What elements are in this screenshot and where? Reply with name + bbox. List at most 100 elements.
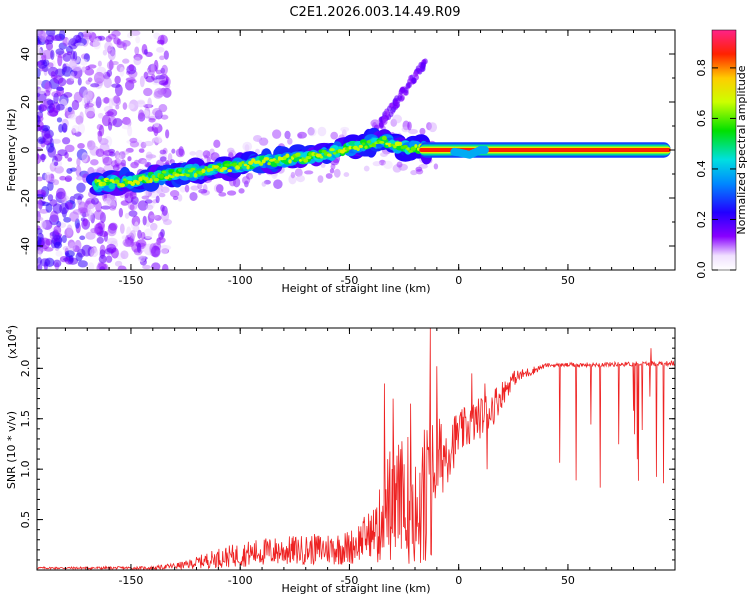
spectrogram-ridge-blob — [169, 175, 175, 179]
spectrogram-noise-blob — [68, 38, 79, 50]
spectrogram-noise-blob — [40, 153, 46, 163]
spectrogram-haze-blob — [330, 131, 339, 140]
spectrogram-haze-blob — [215, 184, 224, 194]
snr-x-tick-label: -150 — [118, 574, 143, 587]
snr-ticks: -150 -100 -50 0 50 0.5 1.0 1.5 2.0 — [19, 328, 675, 587]
spectrogram-haze-blob — [254, 148, 260, 155]
spectrogram-branch-blob — [412, 71, 418, 78]
spectrogram-noise-blob — [155, 195, 160, 204]
spectrogram-dip-blob — [480, 146, 489, 154]
spectrogram-noise-blob — [66, 168, 73, 174]
spectrogram-ridge-blob — [364, 145, 368, 149]
spectrogram-noise-blob — [90, 227, 100, 234]
spectrogram-haze-blob — [112, 164, 120, 171]
spectrogram-ridge-blob — [178, 168, 182, 172]
spectrogram-noise-blob — [37, 142, 41, 148]
spectrogram-ridge-blob — [114, 179, 120, 184]
spectrogram-noise-blob — [103, 77, 112, 89]
spectrogram-ridge-blob — [402, 144, 408, 149]
spectrogram-noise-blob — [143, 87, 153, 97]
snr-y-label: SNR (10 * v/v) — [5, 411, 18, 489]
spectrogram-haze-blob — [290, 171, 296, 179]
spectrogram-noise-blob — [53, 92, 59, 104]
spectrogram-noise-blob — [84, 68, 95, 76]
spectrogram-haze-blob — [169, 159, 175, 165]
spectrogram-noise-blob — [112, 117, 123, 128]
spectrogram-haze-blob — [179, 186, 187, 193]
spectrogram-noise-blob — [56, 187, 66, 200]
spectrogram-noise-blob — [127, 156, 132, 162]
spectrogram-noise-blob — [75, 42, 84, 47]
spectrogram-ridge-blob — [379, 140, 385, 144]
spectrogram-branch-blob — [388, 111, 394, 118]
spectrogram-x-tick-label: 0 — [455, 274, 462, 287]
spectrogram-haze-blob — [184, 184, 190, 193]
spectrogram-noise-blob — [93, 71, 105, 84]
spectrogram-noise-blob — [147, 97, 152, 109]
spectrogram-ridge-blob — [193, 172, 198, 178]
spectrogram-noise-blob — [76, 157, 81, 167]
spectrogram-haze-blob — [177, 194, 183, 202]
spectrogram-noise-blob — [52, 259, 62, 268]
spectrogram-haze-blob — [103, 197, 112, 205]
spectrogram-noise-blob — [128, 210, 138, 217]
spectrogram-noise-blob — [38, 30, 47, 43]
spectrogram-noise-blob — [69, 58, 78, 69]
spectrogram-noise-blob — [136, 100, 146, 108]
spectrogram-noise-blob — [81, 244, 93, 257]
spectrogram-haze-blob — [120, 159, 126, 167]
spectrogram-noise-blob — [61, 137, 71, 145]
spectrogram-noise-blob — [69, 211, 79, 222]
spectrogram-ridge-blob — [267, 162, 271, 166]
colorbar: 0.0 0.2 0.4 0.6 0.8 Normalized spectral ampl… — [695, 29, 748, 279]
spectrogram-noise-blob — [81, 31, 92, 38]
spectrogram-haze-blob — [363, 165, 370, 172]
spectrogram-noise-blob — [114, 260, 123, 267]
spectrogram-noise-blob — [62, 63, 67, 73]
spectrogram-noise-blob — [143, 49, 148, 55]
spectrogram-noise-blob — [107, 48, 116, 61]
spectrogram-noise-blob — [81, 152, 88, 163]
spectrogram-ridge-blob — [221, 166, 228, 171]
spectrogram-noise-blob — [56, 86, 65, 91]
spectrogram-haze-blob — [307, 127, 317, 137]
spectrogram-noise-blob — [156, 39, 165, 45]
snr-y-tick-label: 2.0 — [19, 360, 32, 378]
spectrogram-ridge-blob — [319, 155, 324, 159]
spectrogram-noise-blob — [160, 114, 169, 120]
spectrogram-ridge-blob — [224, 163, 230, 167]
snr-x-tick-label: 50 — [561, 574, 575, 587]
spectrogram-y-tick-label: 0 — [19, 147, 32, 154]
spectrogram-ridge-blob — [261, 159, 266, 164]
spectrogram-noise-blob — [45, 203, 53, 213]
spectrogram-haze-blob — [284, 130, 291, 140]
spectrogram-noise-blob — [57, 149, 68, 157]
spectrogram-noise-blob — [136, 242, 142, 254]
spectrogram-ridge-blob — [142, 176, 149, 181]
spectrogram-noise-blob — [74, 239, 82, 252]
snr-x-tick-label: -100 — [228, 574, 253, 587]
spectrogram-noise-blob — [64, 144, 75, 153]
spectrogram-haze-blob — [258, 137, 269, 146]
spectrogram-x-label: Height of straight line (km) — [281, 282, 430, 295]
spectrogram-noise-blob — [106, 243, 117, 253]
spectrogram-noise-blob — [61, 122, 68, 133]
spectrogram-haze-blob — [159, 192, 166, 198]
spectrogram-branch-blob — [403, 89, 409, 96]
spectrogram-ridge-blob — [327, 153, 332, 157]
spectrogram-ridge-blob — [361, 142, 366, 146]
spectrogram-noise-blob — [53, 161, 59, 167]
spectrogram-noise-blob — [98, 124, 105, 137]
spectrogram-noise-blob — [56, 117, 63, 123]
spectrogram-noise-blob — [76, 182, 86, 193]
colorbar-tick-label: 0.4 — [695, 160, 708, 178]
spectrogram-noise-blob — [56, 103, 65, 111]
spectrogram-noise-blob — [37, 225, 41, 231]
spectrogram-ridge-blob — [153, 177, 159, 182]
spectrogram-ridge-blob — [130, 181, 135, 186]
spectrogram-ridge-blob — [119, 183, 125, 188]
spectrogram-haze-blob — [244, 144, 250, 152]
spectrogram-ridge-blob — [381, 135, 387, 141]
spectrogram-y-tick-label: 40 — [19, 47, 32, 61]
spectrogram-noise-blob — [49, 178, 57, 183]
